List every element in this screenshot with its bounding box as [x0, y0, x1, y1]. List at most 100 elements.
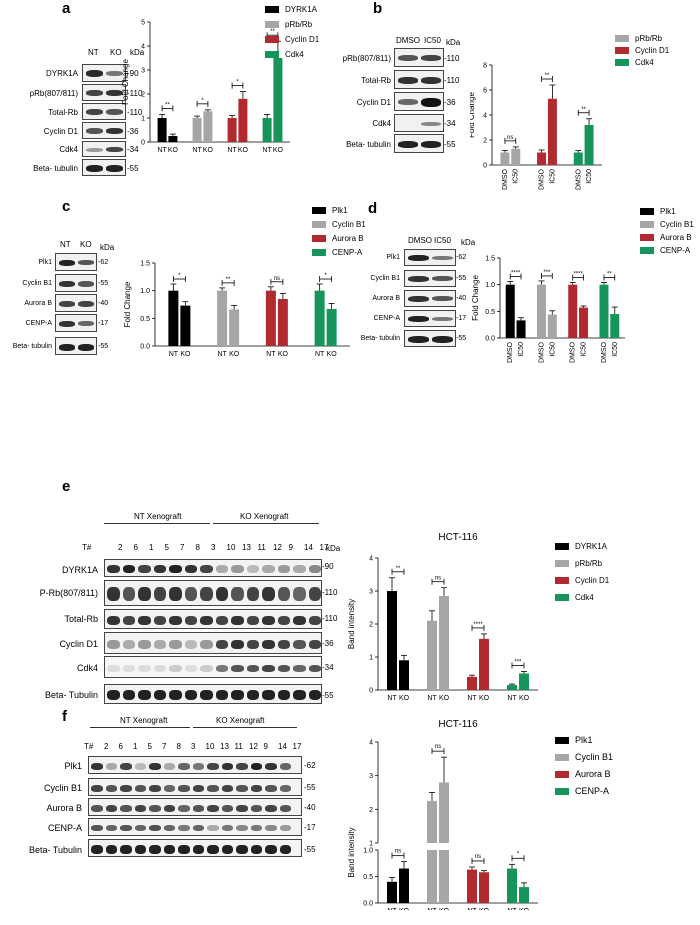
band — [398, 55, 418, 61]
band — [246, 615, 259, 625]
lane-number: 3 — [191, 742, 196, 751]
band — [149, 784, 161, 792]
band — [250, 825, 262, 831]
blot-strip — [55, 253, 97, 271]
y-tick-label: 8 — [483, 63, 487, 70]
legend-label: DYRK1A — [285, 5, 318, 14]
legend-swatch — [555, 788, 569, 795]
blot-strip — [394, 70, 444, 89]
protein-label: Plk1 — [386, 254, 400, 261]
legend-label: Cyclin B1 — [660, 220, 694, 229]
legend-swatch — [555, 577, 569, 584]
band — [277, 639, 290, 649]
band — [246, 664, 259, 672]
lane-number: 6 — [133, 543, 138, 552]
y-tick-label: 1.0 — [140, 288, 150, 295]
y-tick-label: 2 — [483, 138, 487, 145]
kda-label: kDa — [461, 238, 476, 247]
significance-label: ** — [226, 277, 231, 283]
protein-label: Beta- tubulin — [346, 140, 391, 149]
legend-swatch — [555, 771, 569, 778]
lane-label: NT — [60, 240, 71, 249]
mw-label: -62 — [304, 761, 316, 770]
significance-label: * — [201, 98, 204, 104]
x-tick-label: DMSO — [538, 341, 545, 363]
band — [221, 762, 233, 770]
x-tick-label: NT — [507, 695, 517, 702]
mw-label: -36 — [322, 639, 334, 648]
y-tick-label: 4 — [141, 44, 145, 51]
band — [262, 690, 275, 700]
band — [105, 825, 117, 831]
protein-label: Beta- Tubulin — [44, 690, 98, 700]
band — [169, 639, 182, 649]
protein-label: Cyclin D1 — [43, 127, 78, 136]
x-tick-label: IC50 — [581, 342, 588, 357]
legend-label: Aurora B — [332, 234, 364, 243]
x-tick-label: KO — [278, 351, 289, 358]
band — [308, 587, 321, 601]
band — [279, 844, 291, 854]
significance-label: ns — [395, 849, 401, 855]
band — [122, 639, 135, 649]
legend-swatch — [265, 6, 279, 13]
band — [153, 615, 166, 625]
group-label-ko: KO Xenograft — [240, 512, 289, 521]
blot-strip — [88, 818, 302, 836]
y-tick-label: 0 — [483, 163, 487, 170]
band — [231, 690, 244, 700]
band — [149, 762, 161, 770]
band — [106, 165, 123, 172]
blot-strip — [82, 64, 126, 82]
band — [192, 804, 204, 812]
band — [107, 690, 120, 700]
y-tick-label: 1 — [369, 655, 373, 662]
panel-label-b: b — [373, 0, 383, 17]
x-tick-label: KO — [229, 351, 240, 358]
band — [215, 615, 228, 625]
legend-swatch — [615, 35, 629, 42]
band — [262, 615, 275, 625]
x-tick-label: KO — [168, 147, 179, 154]
group-label-nt: NT Xenograft — [134, 512, 182, 521]
mw-label: -62 — [98, 259, 109, 266]
band — [432, 336, 453, 343]
band — [138, 690, 151, 700]
band — [231, 565, 244, 573]
y-axis-label: Fold Change — [471, 275, 480, 321]
band — [231, 664, 244, 672]
band — [221, 784, 233, 792]
band — [279, 825, 291, 831]
band — [149, 804, 161, 812]
band — [149, 844, 161, 854]
x-tick-label: NT — [262, 147, 272, 154]
lane-label: NT — [88, 48, 99, 57]
blot-strip — [104, 559, 322, 577]
lane-number: 13 — [242, 543, 251, 552]
mw-label: -110 — [127, 108, 143, 117]
protein-label: Beta- Tubulin — [28, 845, 82, 855]
y-tick-label: 0.0 — [485, 336, 495, 343]
y-tick-label: 6 — [483, 88, 487, 95]
band — [262, 587, 275, 601]
band — [293, 587, 306, 601]
band — [200, 565, 213, 573]
band — [134, 804, 146, 812]
bar — [439, 850, 449, 903]
band — [236, 825, 248, 831]
bar — [584, 125, 594, 165]
mw-label: -34 — [444, 119, 456, 128]
band — [265, 844, 277, 854]
group-line — [104, 523, 210, 524]
y-tick-label: 2 — [369, 622, 373, 629]
y-tick-label: 1 — [141, 116, 145, 123]
group-line — [193, 727, 297, 728]
y-axis-label: Fold Change — [121, 59, 130, 105]
band — [231, 639, 244, 649]
bar — [579, 307, 589, 338]
x-tick-label: NT — [467, 908, 477, 910]
band — [408, 316, 429, 322]
band — [408, 276, 429, 282]
band — [215, 587, 228, 601]
